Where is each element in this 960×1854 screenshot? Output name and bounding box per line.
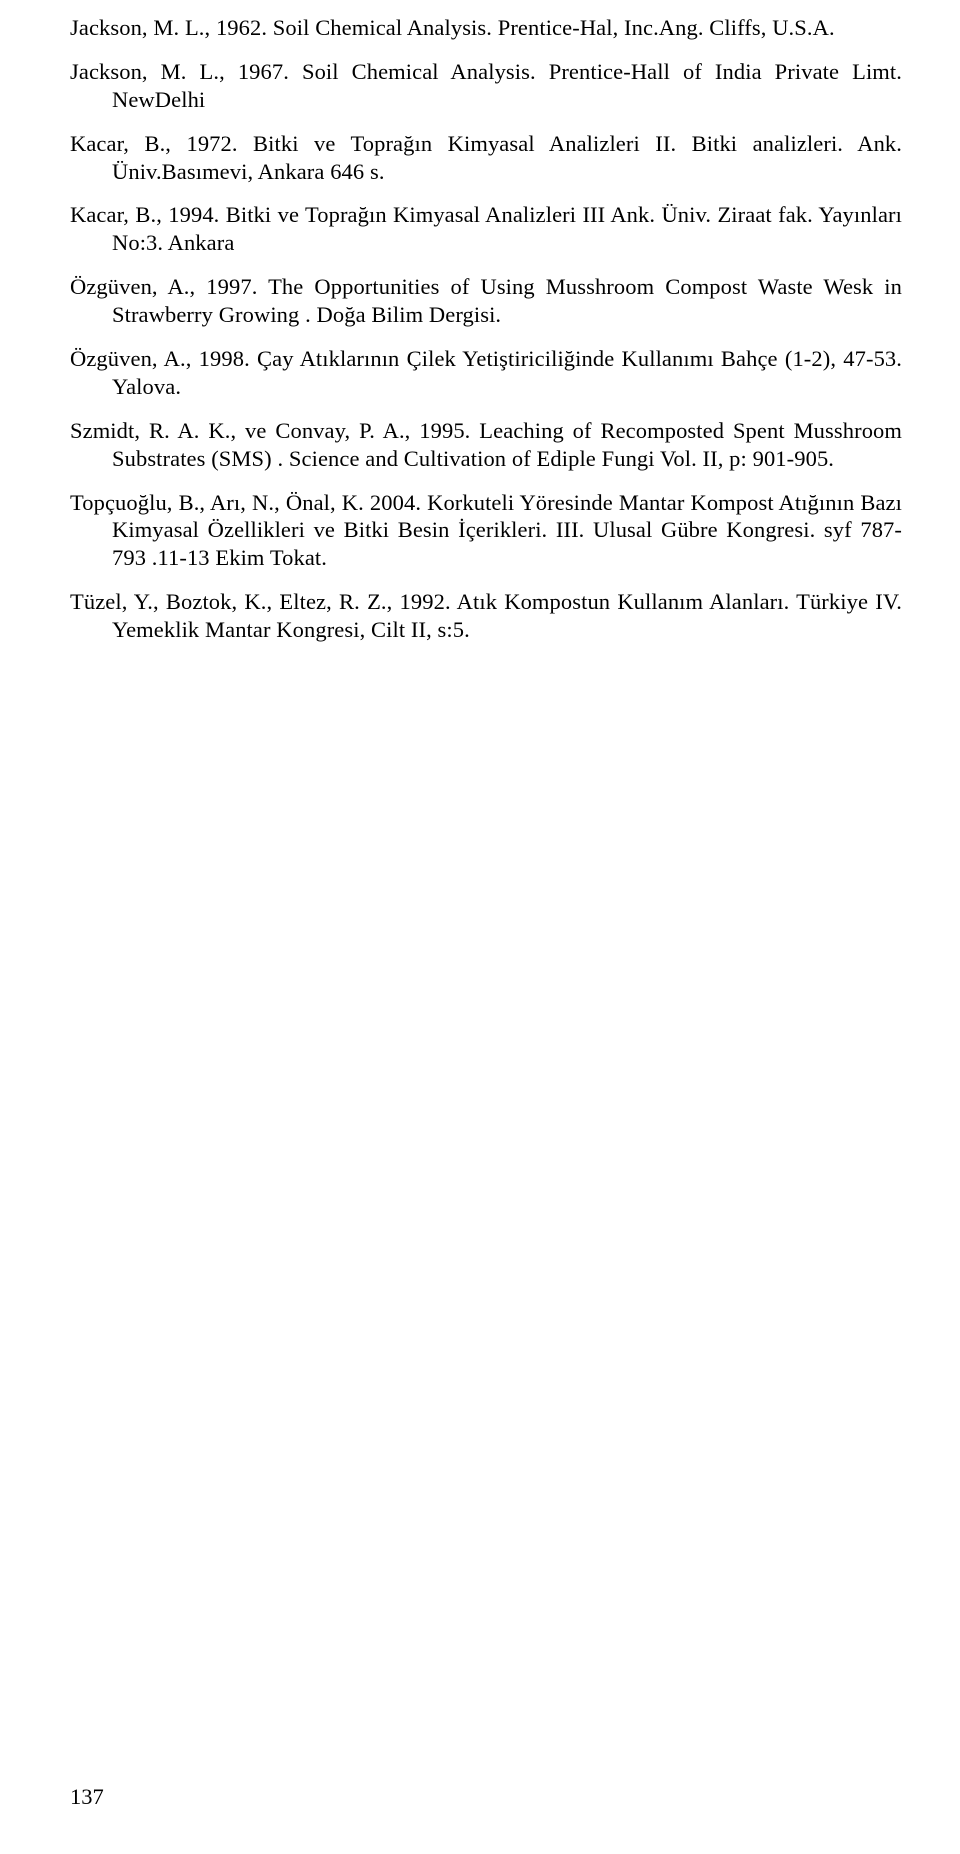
reference-entry: Özgüven, A., 1998. Çay Atıklarının Çilek… — [70, 345, 902, 401]
reference-entry: Topçuoğlu, B., Arı, N., Önal, K. 2004. K… — [70, 489, 902, 573]
reference-entry: Özgüven, A., 1997. The Opportunities of … — [70, 273, 902, 329]
reference-entry: Kacar, B., 1994. Bitki ve Toprağın Kimya… — [70, 201, 902, 257]
reference-entry: Tüzel, Y., Boztok, K., Eltez, R. Z., 199… — [70, 588, 902, 644]
reference-entry: Jackson, M. L., 1967. Soil Chemical Anal… — [70, 58, 902, 114]
reference-list: Jackson, M. L., 1962. Soil Chemical Anal… — [70, 14, 902, 644]
page-number: 137 — [70, 1784, 104, 1810]
reference-entry: Kacar, B., 1972. Bitki ve Toprağın Kimya… — [70, 130, 902, 186]
reference-entry: Jackson, M. L., 1962. Soil Chemical Anal… — [70, 14, 902, 42]
reference-entry: Szmidt, R. A. K., ve Convay, P. A., 1995… — [70, 417, 902, 473]
